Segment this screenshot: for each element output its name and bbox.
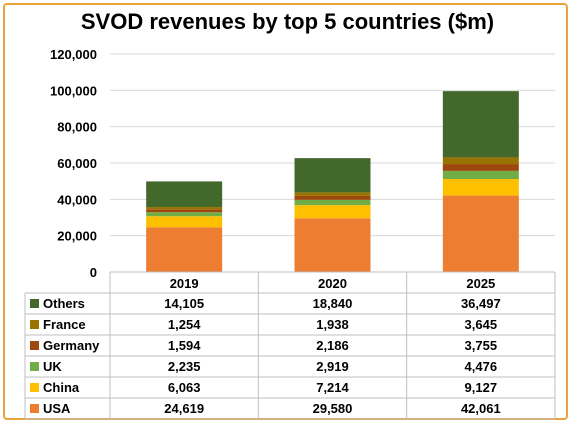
legend-label: France [43, 317, 86, 332]
legend-swatch-germany [30, 341, 39, 350]
legend-label: Germany [43, 338, 100, 353]
data-label: 42,061 [461, 401, 501, 416]
y-tick-label: 120,000 [50, 47, 97, 62]
bar-uk-2025 [442, 170, 519, 180]
data-label: 2,186 [316, 338, 349, 353]
legend-swatch-others [30, 299, 39, 308]
y-tick-label: 60,000 [57, 156, 97, 171]
data-label: 3,755 [465, 338, 498, 353]
y-tick-label: 0 [90, 265, 97, 280]
y-tick-label: 20,000 [57, 229, 97, 244]
data-label: 4,476 [465, 359, 498, 374]
bar-germany-2020 [294, 195, 371, 200]
chart-title: SVOD revenues by top 5 countries ($m) [80, 9, 495, 34]
data-label: 18,840 [313, 296, 353, 311]
bar-usa-2019 [146, 227, 223, 272]
legend-swatch-uk [30, 362, 39, 371]
data-label: 2,919 [316, 359, 349, 374]
legend-swatch-france [30, 320, 39, 329]
data-label: 1,254 [168, 317, 201, 332]
bar-china-2025 [442, 179, 519, 196]
bar-france-2020 [294, 192, 371, 196]
data-label: 3,645 [465, 317, 498, 332]
bar-france-2019 [146, 207, 223, 210]
y-tick-label: 40,000 [57, 192, 97, 207]
legend-label: UK [43, 359, 62, 374]
bar-uk-2019 [146, 212, 223, 217]
bar-germany-2025 [442, 164, 519, 171]
x-tick-label: 2025 [466, 276, 495, 291]
bar-france-2025 [442, 157, 519, 165]
x-tick-label: 2020 [318, 276, 347, 291]
data-label: 9,127 [465, 380, 498, 395]
bar-china-2020 [294, 205, 371, 219]
data-label: 36,497 [461, 296, 501, 311]
legend-label: USA [43, 401, 71, 416]
legend-label: China [43, 380, 80, 395]
y-tick-label: 80,000 [57, 120, 97, 135]
bar-germany-2019 [146, 209, 223, 213]
data-label: 7,214 [316, 380, 349, 395]
bar-china-2019 [146, 216, 223, 228]
legend-swatch-china [30, 383, 39, 392]
y-tick-label: 100,000 [50, 83, 97, 98]
data-label: 1,938 [316, 317, 349, 332]
data-label: 1,594 [168, 338, 201, 353]
data-label: 14,105 [164, 296, 204, 311]
bar-others-2020 [294, 158, 371, 193]
data-label: 2,235 [168, 359, 201, 374]
bar-others-2019 [146, 181, 223, 208]
bar-others-2025 [442, 91, 519, 158]
bar-usa-2025 [442, 195, 519, 272]
bar-usa-2020 [294, 218, 371, 272]
data-label: 6,063 [168, 380, 201, 395]
bar-uk-2020 [294, 199, 371, 206]
data-label: 24,619 [164, 401, 204, 416]
data-label: 29,580 [313, 401, 353, 416]
x-tick-label: 2019 [170, 276, 199, 291]
legend-label: Others [43, 296, 85, 311]
legend-swatch-usa [30, 404, 39, 413]
